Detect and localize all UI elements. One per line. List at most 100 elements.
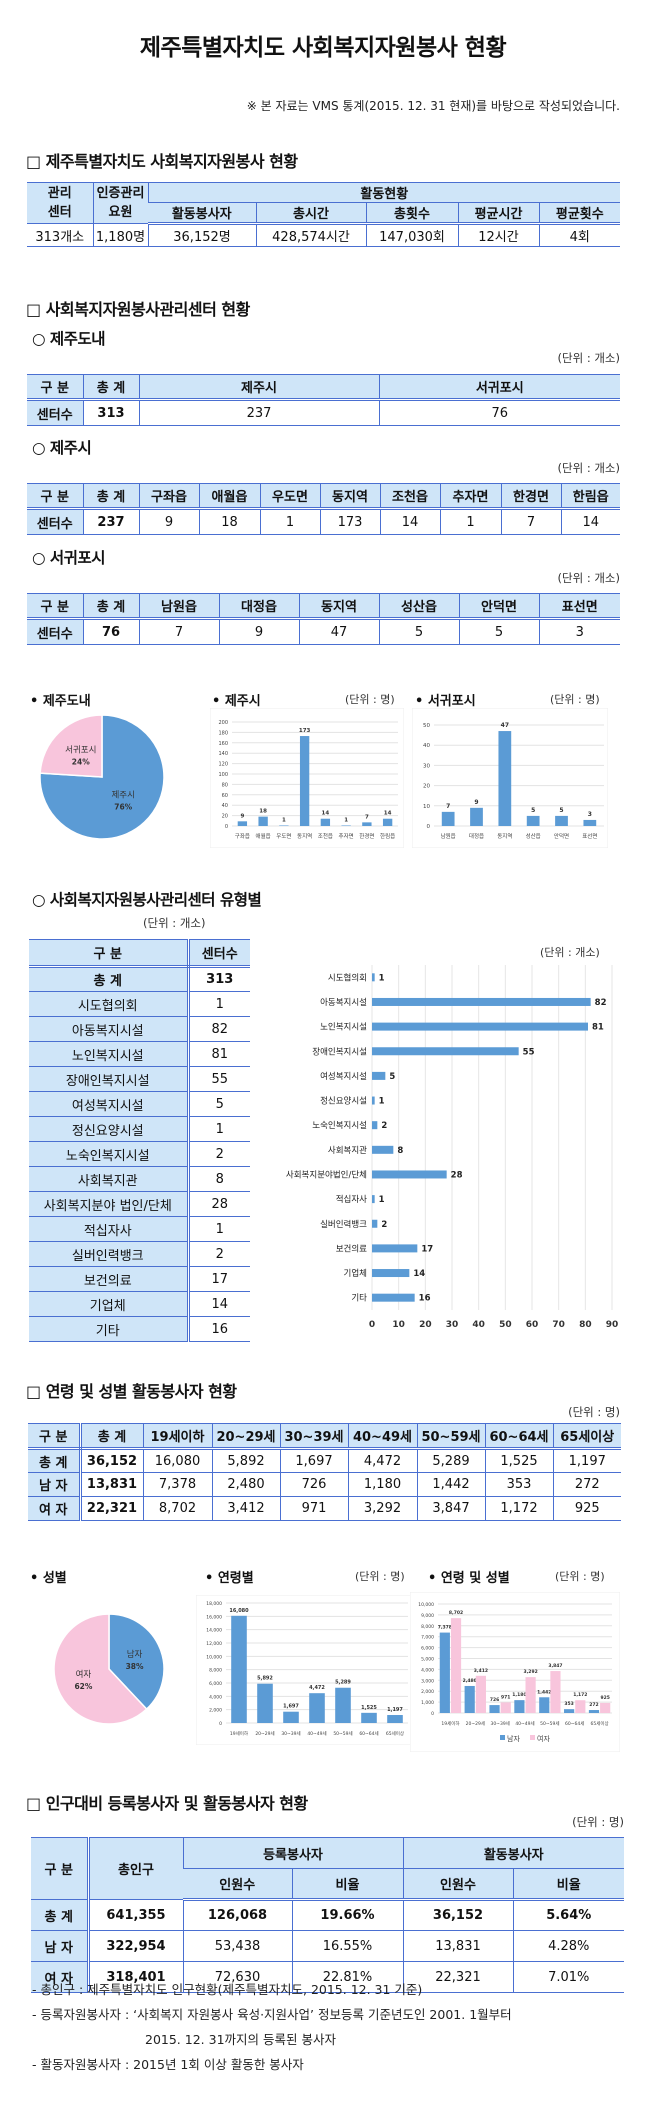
cell: 428,574시간 bbox=[255, 223, 366, 247]
x-tick-label: 50~59세 bbox=[540, 1720, 559, 1727]
table-row: 정신요양시설 1 bbox=[29, 1116, 250, 1142]
x-tick-label: 30 bbox=[446, 1320, 459, 1330]
bar bbox=[258, 816, 268, 826]
table-row: 총 계 36,152 16,080 5,892 1,697 4,472 5,289 1,525… bbox=[28, 1448, 621, 1473]
cell: 5 bbox=[187, 1091, 250, 1117]
cell: 72,630 bbox=[182, 1961, 292, 1993]
y-tick-label: 2,000 bbox=[421, 1689, 434, 1695]
bar bbox=[372, 1071, 386, 1080]
table-row: 313개소 1,180명 36,152명 428,574시간 147,030회 12시간 4… bbox=[27, 223, 621, 247]
cell: 5 bbox=[458, 618, 539, 645]
header-count: 인원수 bbox=[402, 1868, 513, 1901]
cell: 237 bbox=[82, 508, 139, 535]
y-tick-label: 10 bbox=[423, 804, 430, 810]
y-tick-label: 18,000 bbox=[206, 1601, 222, 1607]
cell: 남 자 bbox=[31, 1930, 90, 1962]
bar bbox=[341, 825, 351, 826]
cell: 총 계 bbox=[29, 966, 190, 992]
x-tick-label: 표선면 bbox=[582, 832, 597, 840]
x-tick-label: 80 bbox=[579, 1320, 592, 1330]
cell: 22.81% bbox=[291, 1961, 403, 1993]
column-header: 구 분 bbox=[27, 374, 83, 401]
cell: 17 bbox=[187, 1266, 250, 1292]
column-header: 한경면 bbox=[500, 483, 561, 510]
y-tick-label: 8,000 bbox=[209, 1668, 222, 1674]
cell: 장애인복지시설 bbox=[29, 1066, 190, 1092]
bar bbox=[372, 1121, 378, 1130]
x-tick-label: 우도면 bbox=[276, 832, 291, 840]
y-tick-label: 30 bbox=[423, 763, 430, 769]
cell: 147,030회 bbox=[365, 223, 458, 247]
bar bbox=[514, 1700, 525, 1713]
cell: 여 자 bbox=[31, 1961, 90, 1993]
cell: 12시간 bbox=[457, 223, 539, 247]
table-row: 센터수 76 7 9 47 5 5 3 bbox=[27, 618, 620, 645]
data-label: 82 bbox=[595, 998, 607, 1008]
cell: 16.55% bbox=[291, 1930, 403, 1962]
header-ratio: 비율 bbox=[291, 1868, 403, 1901]
legend-label: 여자 bbox=[537, 1734, 550, 1743]
cell: 1,180 bbox=[347, 1472, 417, 1497]
bar bbox=[387, 1715, 403, 1723]
y-tick-label: 16,000 bbox=[206, 1614, 222, 1620]
bar bbox=[309, 1693, 325, 1723]
table-row: 노인복지시설 81 bbox=[29, 1041, 250, 1067]
cell: 8 bbox=[187, 1166, 250, 1192]
cell: 적십자사 bbox=[29, 1216, 190, 1242]
cell: 노숙인복지시설 bbox=[29, 1141, 190, 1167]
table-row: 남 자 322,954 53,438 16.55% 13,831 4.28% bbox=[31, 1930, 624, 1962]
cell: 7 bbox=[500, 508, 561, 535]
chart-title: • 제주도내 bbox=[30, 694, 91, 709]
y-tick-label: 아동복지시설 bbox=[320, 997, 367, 1008]
cell: 53,438 bbox=[182, 1930, 292, 1962]
cell: 14 bbox=[187, 1291, 250, 1317]
cell: 2 bbox=[187, 1141, 250, 1167]
bar bbox=[372, 1269, 410, 1278]
y-tick-label: 노숙인복지시설 bbox=[312, 1120, 367, 1131]
cell: 사회복지관 bbox=[29, 1166, 190, 1192]
bar bbox=[583, 819, 597, 826]
bar bbox=[299, 736, 310, 826]
cell: 76 bbox=[378, 399, 620, 426]
cell: 22,321 bbox=[79, 1496, 143, 1521]
x-tick-label: 65세이상 bbox=[386, 1730, 404, 1737]
bar bbox=[600, 1702, 611, 1713]
data-label: 1 bbox=[379, 1097, 385, 1107]
cell: 5.64% bbox=[512, 1899, 624, 1931]
bar bbox=[564, 1709, 575, 1713]
data-label: 726 bbox=[490, 1697, 499, 1703]
cell: 18 bbox=[198, 508, 260, 535]
data-label: 14 bbox=[413, 1269, 425, 1279]
column-header: 20~29세 bbox=[211, 1423, 280, 1450]
table-row: 총 계 313 bbox=[29, 966, 250, 992]
slice-value: 62% bbox=[74, 1682, 92, 1691]
table-row: 남 자 13,831 7,378 2,480 726 1,180 1,442 353 272 bbox=[28, 1472, 621, 1497]
y-tick-label: 6,000 bbox=[421, 1646, 434, 1652]
column-header: 60~64세 bbox=[484, 1423, 553, 1450]
cell: 1,172 bbox=[484, 1496, 553, 1521]
x-tick-label: 19세이하 bbox=[230, 1730, 249, 1737]
bar bbox=[362, 822, 372, 826]
cell: 총 계 bbox=[31, 1899, 90, 1931]
column-header: 총 계 bbox=[79, 1423, 143, 1450]
column-header: 서귀포시 bbox=[378, 374, 620, 401]
jeju-si-heading: ○ 제주시 bbox=[32, 439, 92, 457]
slice-label: 여자 bbox=[76, 1669, 92, 1680]
y-tick-label: 8,000 bbox=[421, 1624, 434, 1630]
cell: 14 bbox=[560, 508, 620, 535]
cell: 313 bbox=[187, 966, 250, 992]
x-tick-label: 90 bbox=[606, 1320, 619, 1330]
cell: 1 bbox=[187, 1216, 250, 1242]
header-active: 활동봉사자 bbox=[402, 1837, 624, 1869]
cell: 실버인력뱅크 bbox=[29, 1241, 190, 1267]
cell: 2 bbox=[187, 1241, 250, 1267]
y-tick-label: 10,000 bbox=[418, 1602, 434, 1608]
cell: 아동복지시설 bbox=[29, 1016, 190, 1042]
column-header: 조천읍 bbox=[379, 483, 440, 510]
column-header: 제주시 bbox=[138, 374, 379, 401]
y-tick-label: 적십자사 bbox=[336, 1194, 367, 1205]
cell: 시도협의회 bbox=[29, 991, 190, 1017]
data-label: 9 bbox=[474, 799, 478, 806]
y-tick-label: 7,000 bbox=[421, 1635, 434, 1641]
cell: 남 자 bbox=[28, 1472, 82, 1497]
